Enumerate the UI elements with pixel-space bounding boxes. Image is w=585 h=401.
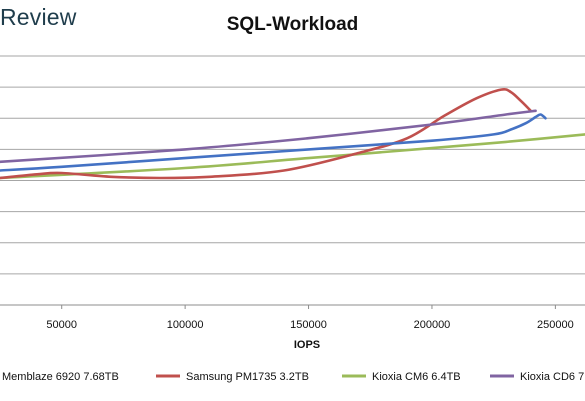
- x-tick-label: 50000: [46, 319, 77, 331]
- legend-label: Kioxia CM6 6.4TB: [372, 371, 461, 383]
- x-tick-label: 150000: [290, 319, 327, 331]
- x-tick-label: 100000: [167, 319, 204, 331]
- series-lines: [0, 88, 585, 180]
- legend-label: Samsung PM1735 3.2TB: [186, 371, 309, 383]
- legend: Memblaze 6920 7.68TB Samsung PM1735 3.2TB…: [2, 371, 584, 383]
- series-line-2: [0, 133, 585, 180]
- chart-title: SQL-Workload: [226, 14, 359, 35]
- series-line-0: [0, 113, 547, 172]
- legend-label: Memblaze 6920 7.68TB: [2, 371, 119, 383]
- series-line-1: [0, 88, 532, 180]
- legend-label: Kioxia CD6 7: [520, 371, 584, 383]
- x-axis-ticks: 50000 100000 150000 200000 250000: [46, 305, 574, 331]
- gridlines: [0, 55, 585, 306]
- x-axis-title: IOPS: [294, 339, 320, 351]
- brand-logo-text: Review: [0, 4, 77, 30]
- series-line-3: [0, 109, 537, 164]
- x-tick-label: 250000: [537, 319, 574, 331]
- x-tick-label: 200000: [414, 319, 451, 331]
